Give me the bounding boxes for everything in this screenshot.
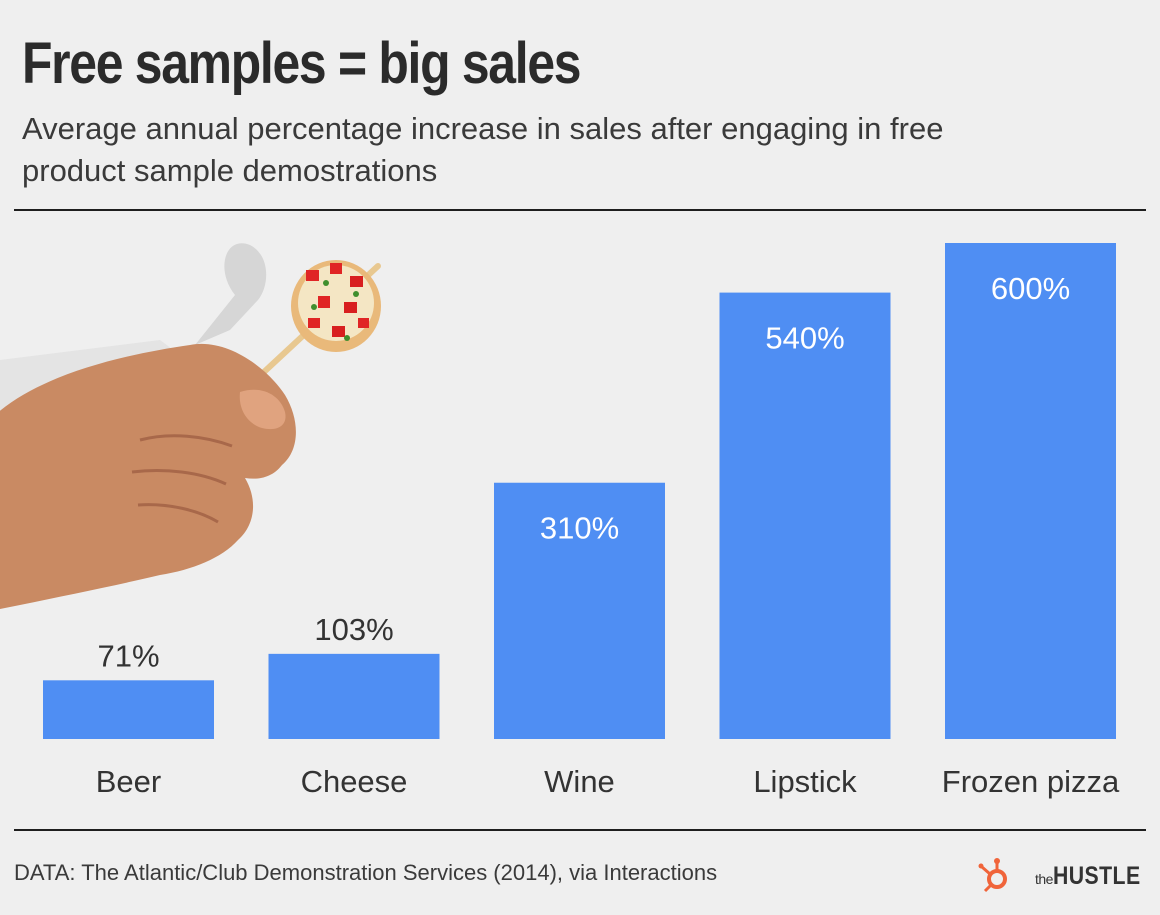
data-source-note: DATA: The Atlantic/Club Demonstration Se… [14, 860, 718, 885]
value-label-beer: 71% [97, 638, 159, 673]
value-label-lipstick: 540% [765, 321, 844, 356]
value-label-wine: 310% [540, 511, 619, 546]
chart-title: Free samples = big sales [22, 31, 582, 96]
hand-holding-pizza-sample-icon [0, 243, 381, 609]
value-label-cheese: 103% [314, 612, 393, 647]
bar-beer [43, 680, 214, 739]
bottom-divider [14, 829, 1146, 831]
top-divider [14, 209, 1146, 211]
category-label-cheese: Cheese [301, 764, 408, 799]
chart-subtitle: Average annual percentage increase in sa… [22, 111, 944, 188]
logo-the-text: the [1035, 871, 1053, 887]
the-hustle-logo: theHUSTLE [1035, 862, 1156, 891]
category-label-lipstick: Lipstick [753, 764, 857, 799]
bar-wine [494, 482, 665, 739]
bar-frozen-pizza [945, 243, 1116, 739]
category-label-beer: Beer [96, 764, 161, 799]
bar-cheese [268, 653, 440, 739]
hubspot-sprocket-logo-icon [978, 858, 1007, 893]
logo-hustle-text: HUSTLE [1052, 862, 1141, 890]
category-label-wine: Wine [544, 764, 615, 799]
value-label-frozen-pizza: 600% [991, 271, 1070, 306]
bar-lipstick [719, 292, 891, 739]
category-label-frozen-pizza: Frozen pizza [942, 764, 1120, 799]
